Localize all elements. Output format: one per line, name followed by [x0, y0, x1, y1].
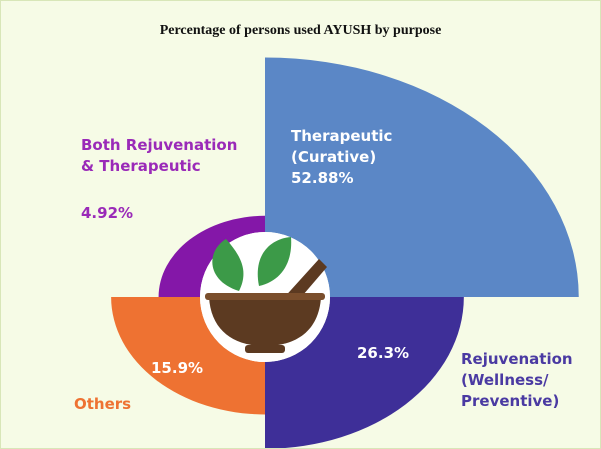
leaf — [212, 239, 244, 291]
label-name: Rejuvenation (Wellness/ Preventive) — [461, 350, 573, 410]
wedge — [158, 215, 265, 297]
wedge — [111, 297, 265, 415]
value-label: 52.88% — [291, 169, 354, 187]
bowl — [209, 297, 321, 346]
leaf — [257, 237, 292, 286]
bowl-base — [245, 345, 285, 353]
value-label: 15.9% — [151, 359, 204, 377]
label-name: Both Rejuvenation & Therapeutic — [81, 136, 238, 175]
value-label: 4.92% — [81, 204, 134, 222]
value-label: 26.3% — [357, 344, 410, 362]
wedge — [265, 297, 464, 448]
bowl-rim — [205, 293, 325, 300]
label-name: Others — [74, 395, 132, 413]
wedge — [265, 57, 579, 297]
chart-title: Percentage of persons used AYUSH by purp… — [159, 23, 442, 38]
label-name: Therapeutic (Curative) — [291, 127, 393, 166]
